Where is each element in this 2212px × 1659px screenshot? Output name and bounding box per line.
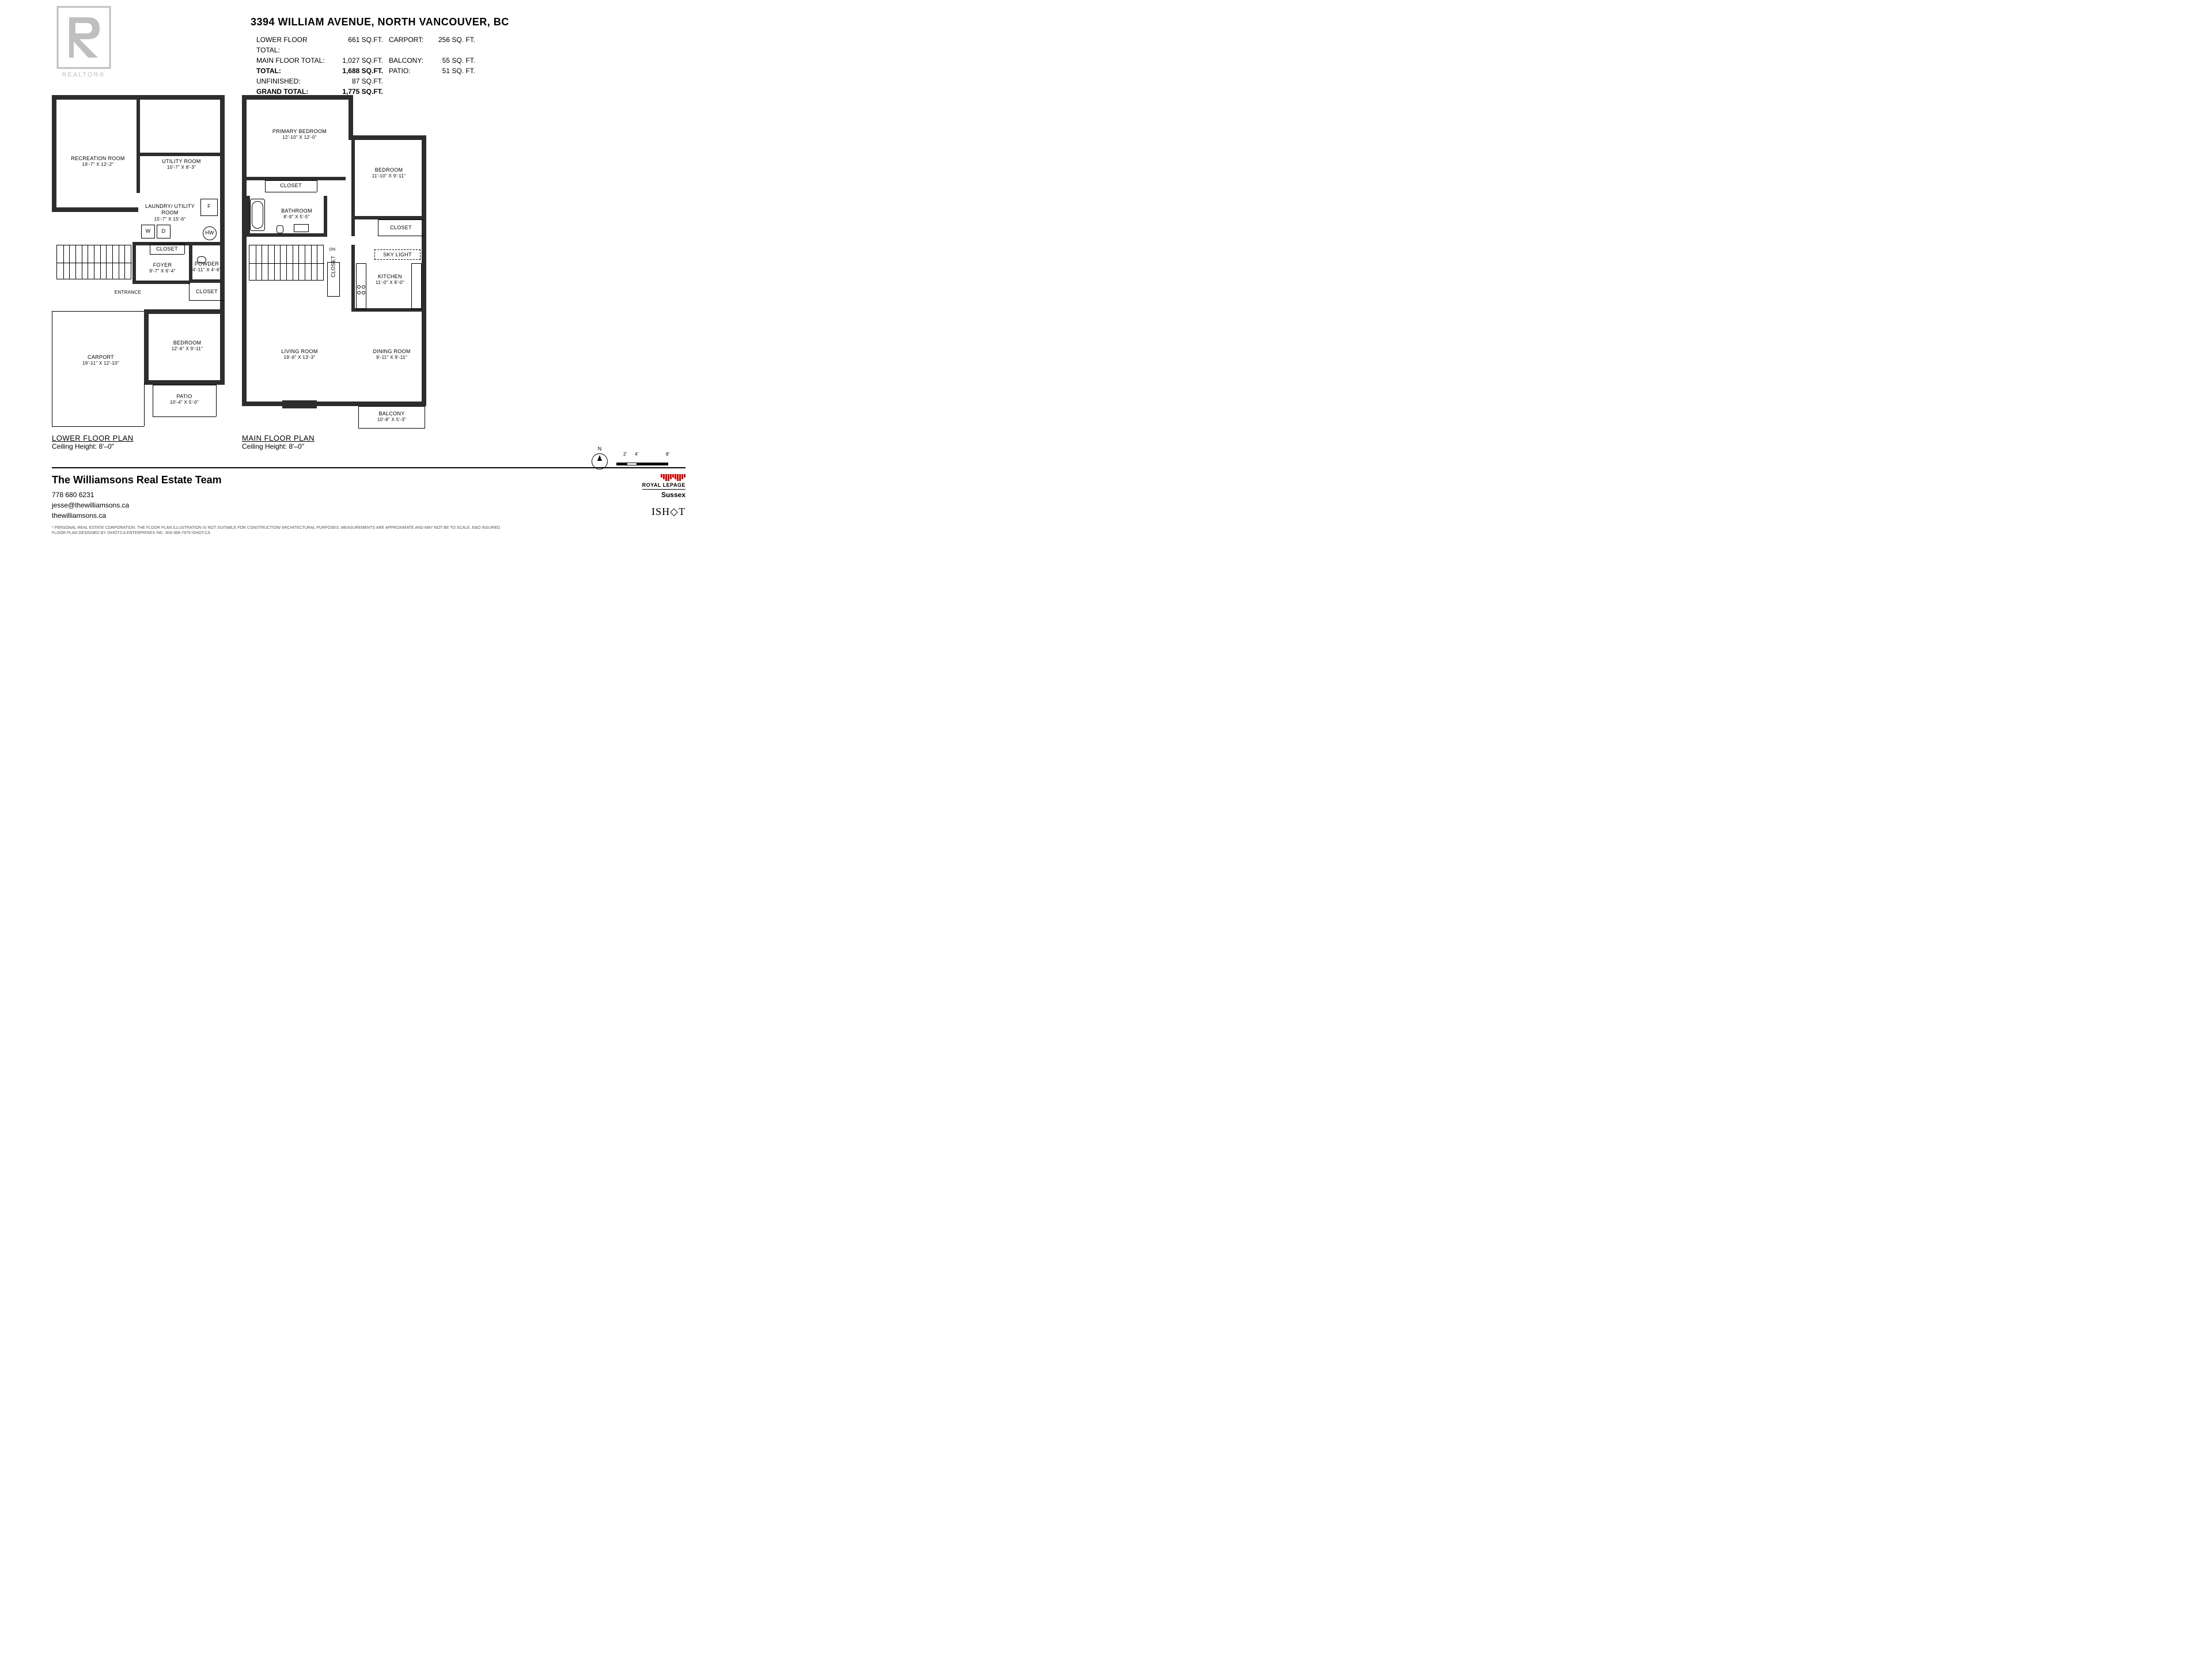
stat-label: CARPORT: bbox=[383, 35, 429, 55]
room-dim: 10'-4" X 5'-0" bbox=[158, 400, 210, 406]
ceiling-height: Ceiling Height: 8'–0" bbox=[52, 442, 225, 450]
brand-royal-lepage: ROYAL LEPAGE bbox=[642, 482, 685, 488]
entrance-label: ENTRANCE bbox=[115, 290, 141, 295]
footer: The Williamsons Real Estate Team 778 680… bbox=[52, 467, 685, 536]
room-name: FOYER bbox=[139, 262, 185, 268]
stat-value: 661 SQ.FT. bbox=[331, 35, 383, 55]
realtor-watermark: REALTOR® bbox=[55, 6, 112, 78]
stat-value: 51 SQ. FT. bbox=[429, 66, 475, 76]
brand-ishot: ISH◇T bbox=[642, 506, 685, 518]
room-dim: 11'-0" X 8'-0" bbox=[370, 280, 410, 286]
appliance-hw: HW bbox=[205, 230, 214, 236]
website: thewilliamsons.ca bbox=[52, 510, 501, 521]
room-name: LAUNDRY/ UTILITY ROOM bbox=[138, 203, 202, 217]
email: jesse@thewilliamsons.ca bbox=[52, 500, 501, 510]
room-name: CLOSET bbox=[274, 183, 308, 189]
room-dim: 19'-7" X 12'-2" bbox=[63, 162, 132, 168]
realtor-r-icon bbox=[56, 6, 111, 69]
room-dim: 15'-7" X 15'-6" bbox=[138, 217, 202, 222]
dn-label: DN bbox=[329, 248, 336, 252]
room-name: RECREATION ROOM bbox=[63, 156, 132, 162]
stat-value: 256 SQ. FT. bbox=[429, 35, 475, 55]
room-dim: 10'-7" X 8'-3" bbox=[150, 165, 213, 171]
room-name: BEDROOM bbox=[363, 167, 415, 173]
room-name: LIVING ROOM bbox=[265, 349, 334, 355]
appliance-d: D bbox=[162, 228, 166, 234]
appliance-w: W bbox=[146, 228, 151, 234]
room-name: CLOSET bbox=[192, 289, 221, 295]
footer-left: The Williamsons Real Estate Team 778 680… bbox=[52, 474, 501, 536]
room-dim: 12'-6" X 9'-11" bbox=[158, 346, 216, 352]
room-dim: 9'-7" X 6'-4" bbox=[139, 268, 185, 274]
room-dim: 11'-10" X 9'-11" bbox=[363, 173, 415, 179]
team-name: The Williamsons Real Estate Team bbox=[52, 474, 501, 486]
stat-value: 87 SQ.FT. bbox=[331, 76, 383, 86]
room-name: PATIO bbox=[158, 393, 210, 400]
ceiling-height: Ceiling Height: 8'–0" bbox=[242, 442, 426, 450]
area-stats: LOWER FLOOR TOTAL: 661 SQ.FT. CARPORT: 2… bbox=[256, 35, 475, 97]
room-dim: 4'-11" X 4'-6" bbox=[192, 267, 221, 273]
room-name: PRIMARY BEDROOM bbox=[265, 128, 334, 135]
room-name: POWDER bbox=[192, 261, 221, 267]
room-name: BEDROOM bbox=[158, 340, 216, 346]
brand-sussex: Sussex bbox=[642, 489, 685, 499]
room-dim: 10'-8" X 5'-3" bbox=[366, 417, 418, 423]
stat-label: MAIN FLOOR TOTAL: bbox=[256, 55, 331, 66]
stat-label: LOWER FLOOR TOTAL: bbox=[256, 35, 331, 55]
lower-floor-plan: F W D HW RECREATION ROOM 19'-7" X 12'-2"… bbox=[52, 95, 225, 429]
room-dim: 9'-11" X 9'-11" bbox=[363, 355, 421, 361]
room-name: CARPORT bbox=[69, 354, 132, 361]
property-address: 3394 WILLIAM AVENUE, NORTH VANCOUVER, BC bbox=[251, 16, 509, 28]
room-dim: 8'-9" X 5'-5" bbox=[271, 214, 323, 220]
room-name: BALCONY bbox=[366, 411, 418, 417]
stat-value: 1,027 SQ.FT. bbox=[331, 55, 383, 66]
room-name: CLOSET bbox=[384, 225, 418, 231]
royal-lepage-icon bbox=[642, 474, 685, 481]
appliance-f: F bbox=[207, 203, 211, 209]
room-name: CLOSET bbox=[153, 246, 181, 252]
room-name: UTILITY ROOM bbox=[150, 158, 213, 165]
plan-title: LOWER FLOOR PLAN bbox=[52, 434, 225, 442]
plan-title: MAIN FLOOR PLAN bbox=[242, 434, 426, 442]
realtor-text: REALTOR bbox=[62, 71, 99, 78]
room-dim: 19'-11" X 12'-10" bbox=[69, 361, 132, 366]
stat-label: BALCONY: bbox=[383, 55, 429, 66]
main-floor-plan: DN PRIMARY BEDROOM bbox=[242, 95, 426, 429]
phone: 778 680 6231 bbox=[52, 490, 501, 500]
floor-plans: F W D HW RECREATION ROOM 19'-7" X 12'-2"… bbox=[52, 95, 426, 450]
lower-floor-column: F W D HW RECREATION ROOM 19'-7" X 12'-2"… bbox=[52, 95, 225, 450]
main-floor-column: DN PRIMARY BEDROOM bbox=[242, 95, 426, 450]
room-name: DINING ROOM bbox=[363, 349, 421, 355]
stat-value: 55 SQ. FT. bbox=[429, 55, 475, 66]
disclaimer: * PERSONAL REAL ESTATE CORPORATION. THE … bbox=[52, 525, 501, 536]
stat-value: 1,688 SQ.FT. bbox=[331, 66, 383, 76]
stat-label: TOTAL: bbox=[256, 66, 331, 76]
scale-bar: 2' 4' 8' bbox=[616, 457, 674, 465]
room-name: KITCHEN bbox=[370, 274, 410, 280]
room-dim: 19'-6" X 13'-3" bbox=[265, 355, 334, 361]
room-dim: 12'-10" X 12'-0" bbox=[265, 135, 334, 141]
stat-label: PATIO: bbox=[383, 66, 429, 76]
room-name: CLOSET bbox=[330, 265, 336, 278]
footer-brands: ROYAL LEPAGE Sussex ISH◇T bbox=[642, 474, 685, 518]
stat-label: UNFINISHED: bbox=[256, 76, 331, 86]
room-name: SKY LIGHT bbox=[377, 252, 418, 258]
room-name: BATHROOM bbox=[271, 208, 323, 214]
